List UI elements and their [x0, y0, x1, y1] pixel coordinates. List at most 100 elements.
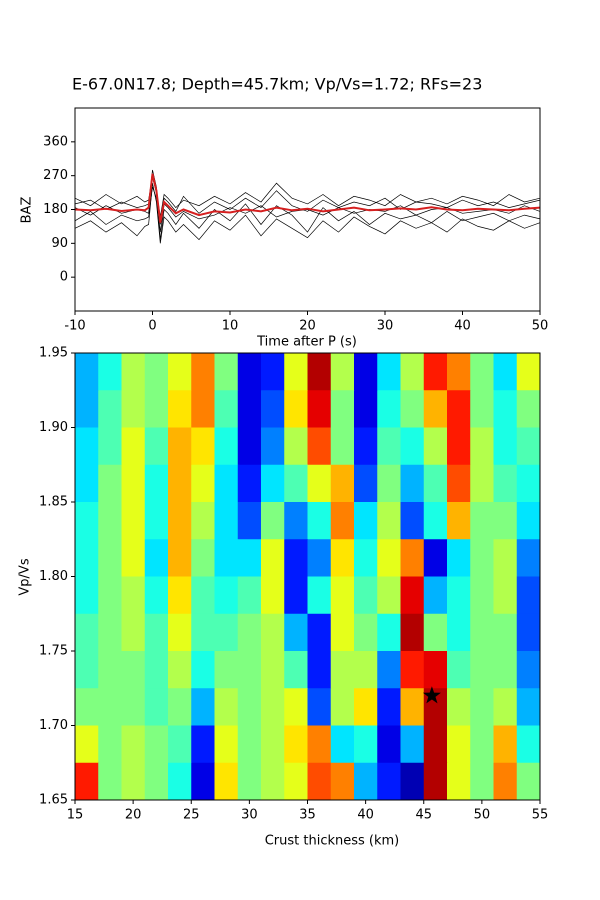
heat-cell — [98, 613, 122, 652]
heat-cell — [168, 539, 192, 577]
x-axis-label: Time after P (s) — [256, 335, 357, 350]
heat-cell — [214, 576, 239, 615]
heat-cell — [423, 539, 448, 577]
heat-cell — [423, 613, 448, 652]
heat-cell — [98, 427, 122, 466]
heat-cell — [400, 651, 425, 689]
x-tick-label: 20 — [299, 319, 316, 334]
heat-cell — [121, 464, 146, 503]
heat-cell — [261, 539, 285, 577]
heat-cell — [470, 762, 494, 801]
heat-cell — [144, 762, 169, 801]
heat-cell — [75, 502, 99, 540]
heat-cell — [330, 353, 355, 391]
x-tick-label: 45 — [415, 808, 432, 823]
heat-cell — [354, 613, 378, 652]
heat-cell — [447, 576, 471, 615]
heat-cell — [284, 353, 308, 391]
chart-title: E-67.0N17.8; Depth=45.7km; Vp/Vs=1.72; R… — [72, 75, 482, 94]
heat-cell — [75, 762, 99, 801]
heat-cell — [330, 539, 355, 577]
heat-cell — [214, 539, 239, 577]
heat-cell — [423, 651, 448, 689]
heat-cell — [168, 651, 192, 689]
heat-cell — [98, 725, 122, 764]
heat-cell — [493, 427, 518, 466]
trace — [74, 177, 541, 233]
heat-cell — [377, 651, 401, 689]
heat-cell — [400, 464, 425, 503]
heat-cell — [284, 725, 308, 764]
heat-cell — [75, 613, 99, 652]
heat-cell — [330, 576, 355, 615]
heat-cell — [214, 651, 239, 689]
heat-cell — [447, 613, 471, 652]
heat-cell — [377, 390, 401, 428]
heat-cell — [75, 688, 99, 726]
x-tick-label: 10 — [222, 319, 239, 334]
heat-cell — [261, 651, 285, 689]
heat-cell — [144, 502, 169, 540]
heat-cell — [493, 502, 518, 540]
heat-cell — [121, 762, 146, 801]
heat-cell — [284, 613, 308, 652]
heat-cell — [400, 688, 425, 726]
heat-cell — [214, 762, 239, 801]
heat-cell — [121, 688, 146, 726]
trace — [74, 183, 541, 244]
heat-cell — [121, 390, 146, 428]
heat-cell — [284, 762, 308, 801]
heat-cell — [191, 688, 215, 726]
heat-cell — [447, 353, 471, 391]
heat-cell — [144, 427, 169, 466]
heat-cell — [261, 390, 285, 428]
y-tick-label: 180 — [43, 202, 68, 217]
heat-cell — [168, 427, 192, 466]
heat-cell — [493, 613, 518, 652]
y-tick-label: 270 — [43, 168, 68, 183]
heat-cell — [423, 725, 448, 764]
y-tick-label: 1.80 — [39, 569, 68, 584]
heat-cell — [237, 502, 262, 540]
heat-cell — [423, 762, 448, 801]
heat-cell — [284, 651, 308, 689]
x-tick-label: 40 — [357, 808, 374, 823]
heat-cell — [470, 502, 494, 540]
heat-cell — [261, 353, 285, 391]
heat-cell — [144, 576, 169, 615]
heat-cell — [516, 464, 541, 503]
heat-cell — [400, 427, 425, 466]
x-tick-label: 35 — [299, 808, 316, 823]
heat-cell — [98, 464, 122, 503]
heat-cell — [354, 539, 378, 577]
heat-cell — [191, 725, 215, 764]
heat-cell — [377, 427, 401, 466]
heat-cell — [307, 725, 332, 764]
heat-cell — [423, 464, 448, 503]
trace — [74, 186, 541, 240]
heat-cell — [516, 353, 541, 391]
x-axis-label: Crust thickness (km) — [265, 834, 400, 849]
heat-cell — [237, 464, 262, 503]
heat-cell — [237, 613, 262, 652]
x-tick-label: 15 — [67, 808, 84, 823]
heat-cell — [307, 651, 332, 689]
heat-cell — [470, 390, 494, 428]
heat-cell — [516, 688, 541, 726]
y-tick-label: 1.75 — [39, 644, 68, 659]
x-tick-label: 40 — [454, 319, 471, 334]
heat-cell — [144, 613, 169, 652]
heat-cell — [423, 502, 448, 540]
heat-cell — [307, 762, 332, 801]
heat-cell — [354, 762, 378, 801]
heat-cell — [516, 725, 541, 764]
heat-cell — [330, 725, 355, 764]
heat-cell — [191, 613, 215, 652]
heat-cell — [307, 502, 332, 540]
heat-cell — [307, 539, 332, 577]
heat-cell — [470, 427, 494, 466]
heat-cell — [168, 502, 192, 540]
heat-cell — [516, 502, 541, 540]
heat-cell — [447, 539, 471, 577]
